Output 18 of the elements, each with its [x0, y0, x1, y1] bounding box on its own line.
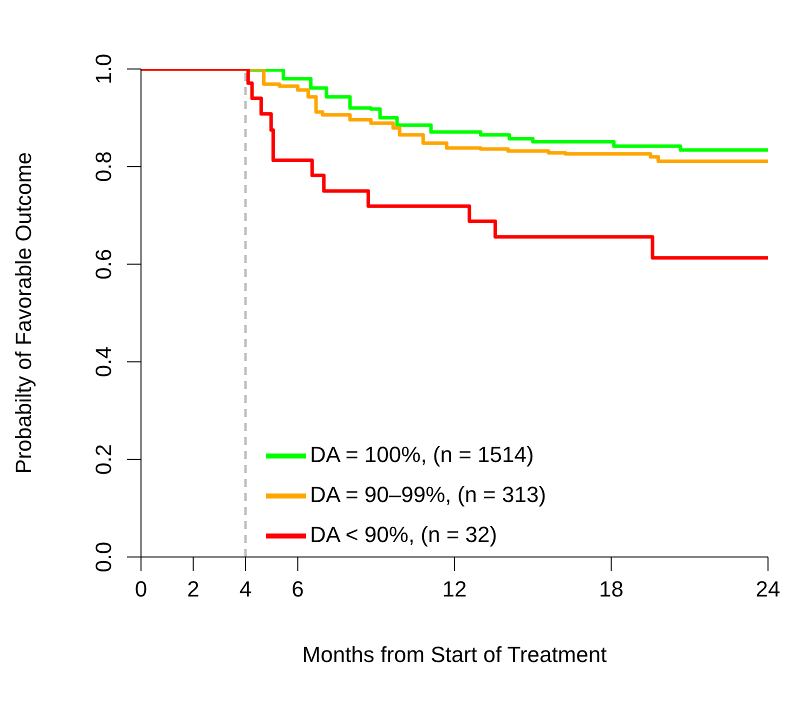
x-tick-label: 6 — [292, 576, 304, 602]
x-axis-title: Months from Start of Treatment — [302, 642, 607, 667]
y-tick-label: 0.0 — [91, 542, 116, 572]
y-axis-title: Probabilty of Favorable Outcome — [10, 152, 36, 474]
legend-label: DA = 100%, (n = 1514) — [310, 442, 534, 467]
y-tick-label: 0.4 — [91, 346, 116, 378]
y-tick-label: 0.8 — [91, 151, 116, 182]
x-tick-label: 0 — [134, 576, 148, 602]
y-tick-label: 0.6 — [91, 248, 116, 280]
x-tick-label: 2 — [187, 576, 200, 602]
x-tick-label: 18 — [599, 576, 624, 602]
y-tick-label: 1.0 — [91, 54, 116, 84]
legend-label: DA < 90%, (n = 32) — [310, 522, 498, 547]
x-tick-label: 24 — [756, 576, 780, 602]
x-tick-label: 4 — [239, 576, 252, 602]
legend-label: DA = 90–99%, (n = 313) — [310, 482, 546, 507]
y-tick-label: 0.2 — [91, 444, 116, 475]
x-tick-label: 12 — [442, 576, 467, 602]
